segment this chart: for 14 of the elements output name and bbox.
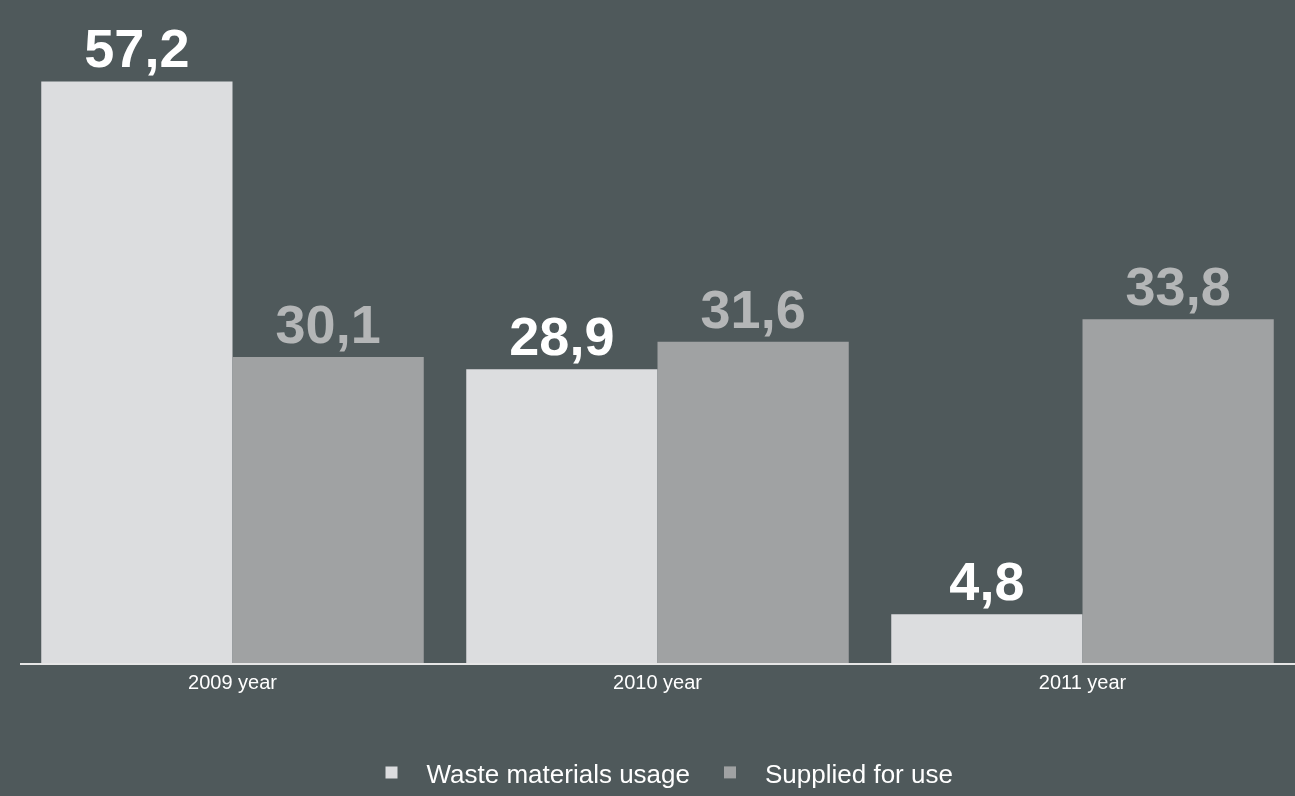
bar — [1082, 319, 1274, 663]
data-label: 4,8 — [949, 551, 1025, 612]
legend-label: Supplied for use — [764, 758, 953, 789]
x-tick-label: 2011 year — [1038, 671, 1127, 693]
bar — [657, 341, 849, 663]
data-label: 33,8 — [1125, 256, 1231, 317]
data-label: 31,6 — [700, 278, 806, 339]
data-label: 30,1 — [275, 293, 381, 354]
legend-label: Waste materials usage — [426, 758, 690, 789]
data-label: 28,9 — [509, 306, 615, 367]
x-tick-label: 2010 year — [613, 671, 703, 693]
bar — [232, 356, 424, 663]
x-tick-label: 2009 year — [188, 671, 278, 693]
data-label: 57,2 — [84, 18, 190, 79]
